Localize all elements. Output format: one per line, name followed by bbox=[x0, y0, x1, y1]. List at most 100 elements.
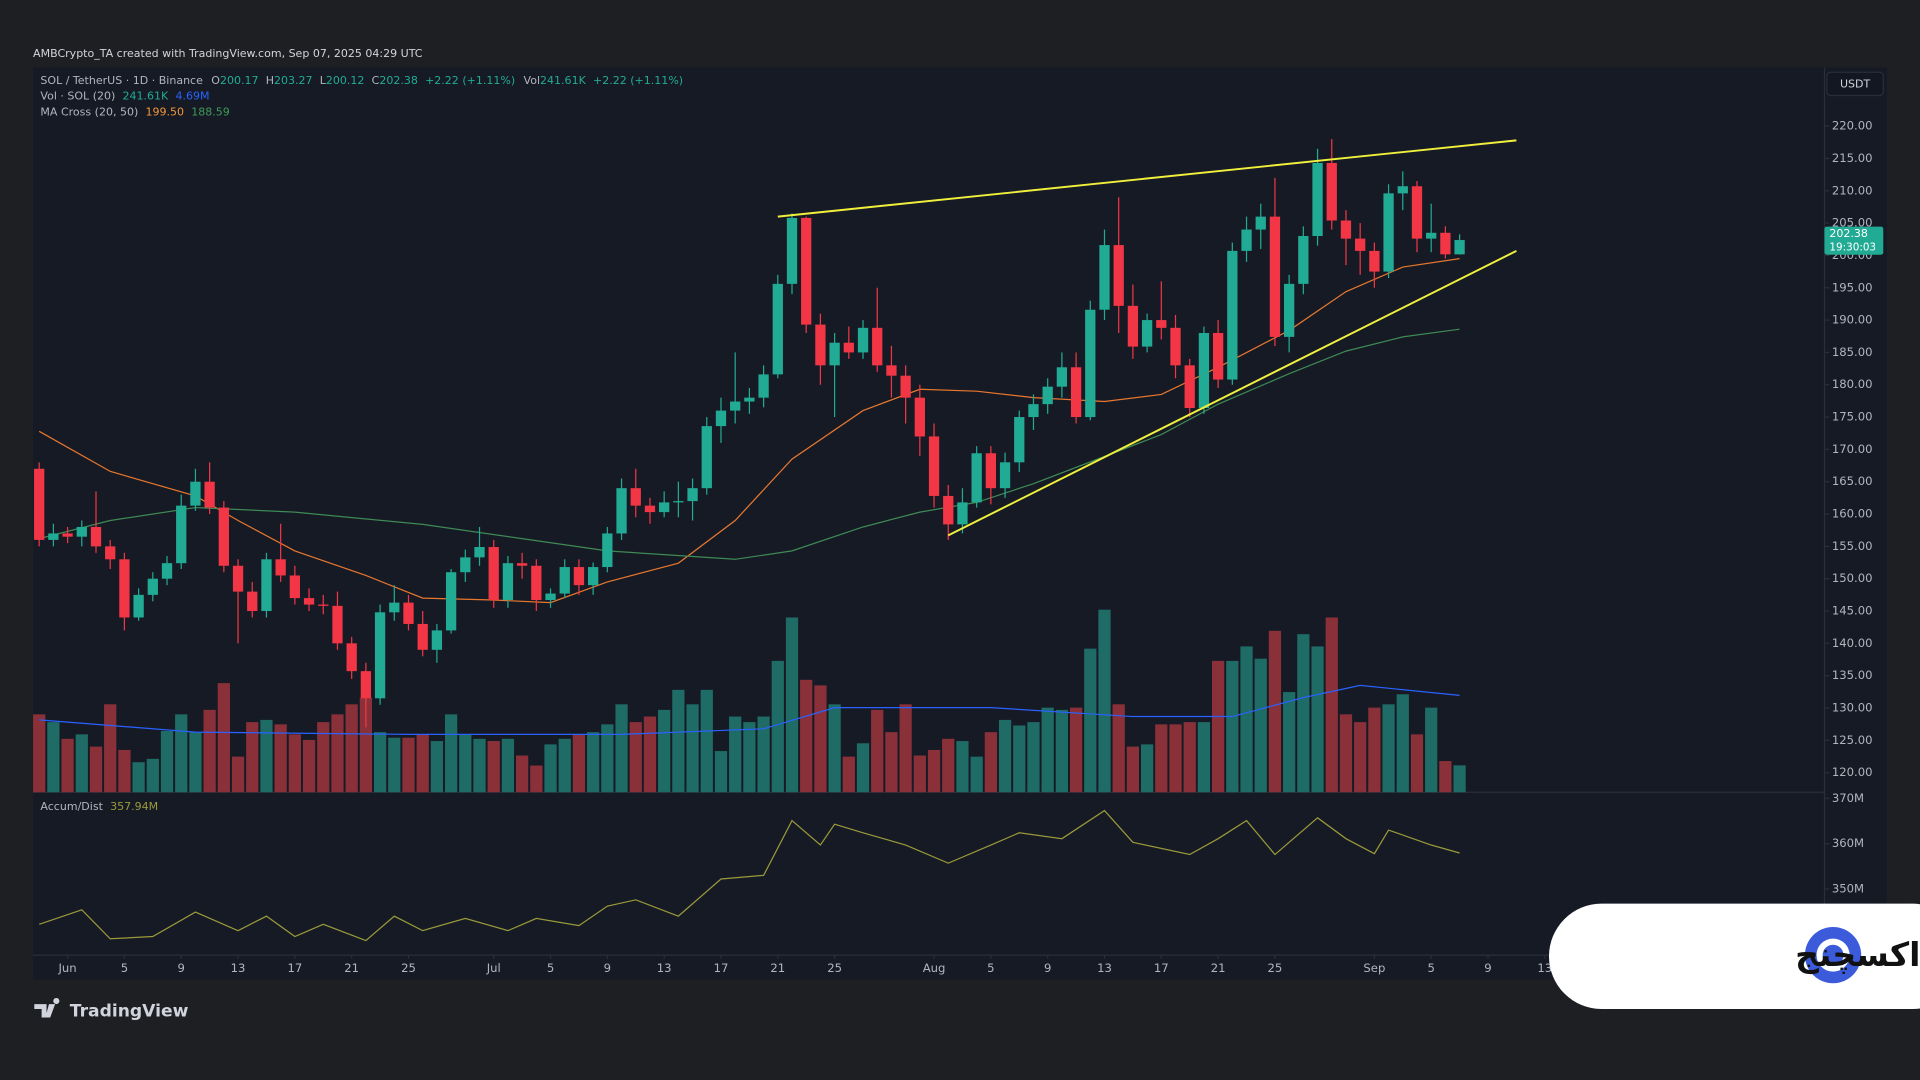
volume-bar bbox=[1183, 722, 1196, 793]
volume-bar bbox=[714, 751, 728, 793]
watermark-text: اوکی اکسچنج bbox=[1795, 935, 1920, 975]
y-tick-label: 160.00 bbox=[1832, 507, 1873, 521]
candle-body bbox=[502, 563, 514, 601]
y-tick-label: 210.00 bbox=[1832, 183, 1873, 197]
accum-dist-line bbox=[38, 809, 1460, 942]
volume-bar bbox=[331, 714, 344, 793]
volume-bar bbox=[842, 756, 855, 793]
volume-bar bbox=[828, 704, 841, 793]
vol-label: Vol bbox=[524, 74, 540, 87]
candle-body bbox=[1369, 250, 1380, 272]
volume-bar bbox=[104, 704, 117, 793]
y-tick-label: 155.00 bbox=[1832, 539, 1873, 553]
volume-bar bbox=[899, 704, 912, 793]
candle-body bbox=[687, 488, 698, 502]
x-tick-label: 5 bbox=[547, 961, 554, 975]
low-value: 200.12 bbox=[326, 74, 365, 87]
candle-body bbox=[943, 495, 954, 525]
volume-bar bbox=[444, 714, 458, 793]
candle-body bbox=[985, 453, 996, 489]
volume-bar bbox=[246, 722, 259, 793]
volume-bar bbox=[970, 756, 983, 793]
ma-fast-value: 199.50 bbox=[145, 106, 184, 119]
volume-bar bbox=[1283, 692, 1296, 793]
x-tick-label: 5 bbox=[1427, 961, 1434, 975]
indicator-value: 357.94M bbox=[110, 800, 158, 813]
volume-bar bbox=[388, 737, 401, 793]
candle-body bbox=[303, 598, 315, 605]
change: +2.22 (+1.11%) bbox=[425, 74, 515, 87]
volume-bar bbox=[757, 716, 770, 793]
candle-body bbox=[1127, 305, 1139, 347]
candle-body bbox=[460, 557, 471, 573]
candle-body bbox=[1099, 245, 1110, 310]
volume-bar bbox=[927, 749, 941, 793]
volume-bar bbox=[1226, 660, 1239, 793]
x-tick-label: 17 bbox=[287, 961, 302, 975]
candle-body bbox=[1028, 404, 1039, 418]
y-tick-label: 150.00 bbox=[1832, 571, 1873, 585]
logo-icon bbox=[34, 997, 60, 1018]
symbol: SOL / TetherUS · 1D · Binance bbox=[40, 74, 203, 87]
volume-bar bbox=[1410, 734, 1424, 793]
volume-bar bbox=[175, 714, 188, 793]
volume-bar bbox=[33, 714, 46, 793]
y-tick-label: 180.00 bbox=[1832, 377, 1873, 391]
volume-bar bbox=[1112, 704, 1125, 793]
candle-body bbox=[133, 594, 144, 618]
y2-tick-label: 370M bbox=[1832, 791, 1864, 805]
candle-body bbox=[1326, 162, 1337, 221]
candle-body bbox=[786, 217, 798, 284]
trendline bbox=[947, 250, 1517, 537]
ma-indicator: MA Cross (20, 50) bbox=[40, 106, 138, 119]
candle-body bbox=[1141, 320, 1153, 347]
candle-body bbox=[659, 502, 670, 513]
x-tick-label: 17 bbox=[714, 961, 729, 975]
volume-bar bbox=[1197, 722, 1211, 793]
volume-bar bbox=[615, 704, 628, 793]
volume-bar bbox=[260, 719, 273, 793]
x-tick-label: 25 bbox=[827, 961, 842, 975]
candle-body bbox=[971, 453, 982, 503]
volume-bar bbox=[430, 741, 444, 793]
watermark: اوکی اکسچنج bbox=[1548, 903, 1920, 1009]
volume-indicator: Vol · SOL (20) bbox=[40, 90, 115, 103]
x-tick-label: 13 bbox=[1537, 961, 1552, 975]
currency-label[interactable]: USDT bbox=[1840, 77, 1871, 90]
candle-body bbox=[1397, 186, 1408, 194]
candle-body bbox=[914, 397, 925, 437]
y-tick-label: 130.00 bbox=[1832, 701, 1873, 715]
candle-body bbox=[1284, 283, 1295, 337]
currency-button[interactable] bbox=[1826, 71, 1884, 97]
candle-body bbox=[346, 643, 357, 672]
candle-body bbox=[34, 468, 45, 540]
volume-bar bbox=[814, 685, 827, 793]
candle-body bbox=[289, 575, 300, 599]
x-tick-label: 9 bbox=[178, 961, 185, 975]
x-tick-label: Sep bbox=[1363, 961, 1385, 975]
candle-body bbox=[261, 559, 272, 612]
volume-bar bbox=[416, 734, 429, 793]
x-tick-label: 21 bbox=[344, 961, 359, 975]
y-tick-label: 165.00 bbox=[1832, 474, 1873, 488]
ma-slow-value: 188.59 bbox=[191, 106, 230, 119]
volume-bar bbox=[1354, 722, 1367, 793]
candle-body bbox=[105, 546, 116, 560]
volume-bar bbox=[1140, 744, 1154, 793]
volume-bar bbox=[1254, 658, 1267, 793]
header: AMBCrypto_TA created with TradingView.co… bbox=[33, 47, 423, 60]
x-tick-label: 9 bbox=[604, 961, 611, 975]
price-tag-value: 202.38 bbox=[1829, 227, 1868, 240]
volume-bar bbox=[1325, 617, 1338, 793]
legend-indicator: Accum/Dist 357.94M bbox=[40, 800, 158, 813]
candle-body bbox=[602, 533, 613, 568]
candle-body bbox=[1312, 162, 1323, 237]
x-tick-label: 13 bbox=[1097, 961, 1112, 975]
candle-body bbox=[147, 578, 158, 595]
x-tick-label: 13 bbox=[231, 961, 246, 975]
y-tick-label: 135.00 bbox=[1832, 668, 1873, 682]
candle-body bbox=[488, 547, 499, 601]
candle-body bbox=[758, 374, 769, 398]
volume-bar bbox=[317, 722, 330, 793]
volume-value: 241.61K bbox=[123, 90, 170, 103]
